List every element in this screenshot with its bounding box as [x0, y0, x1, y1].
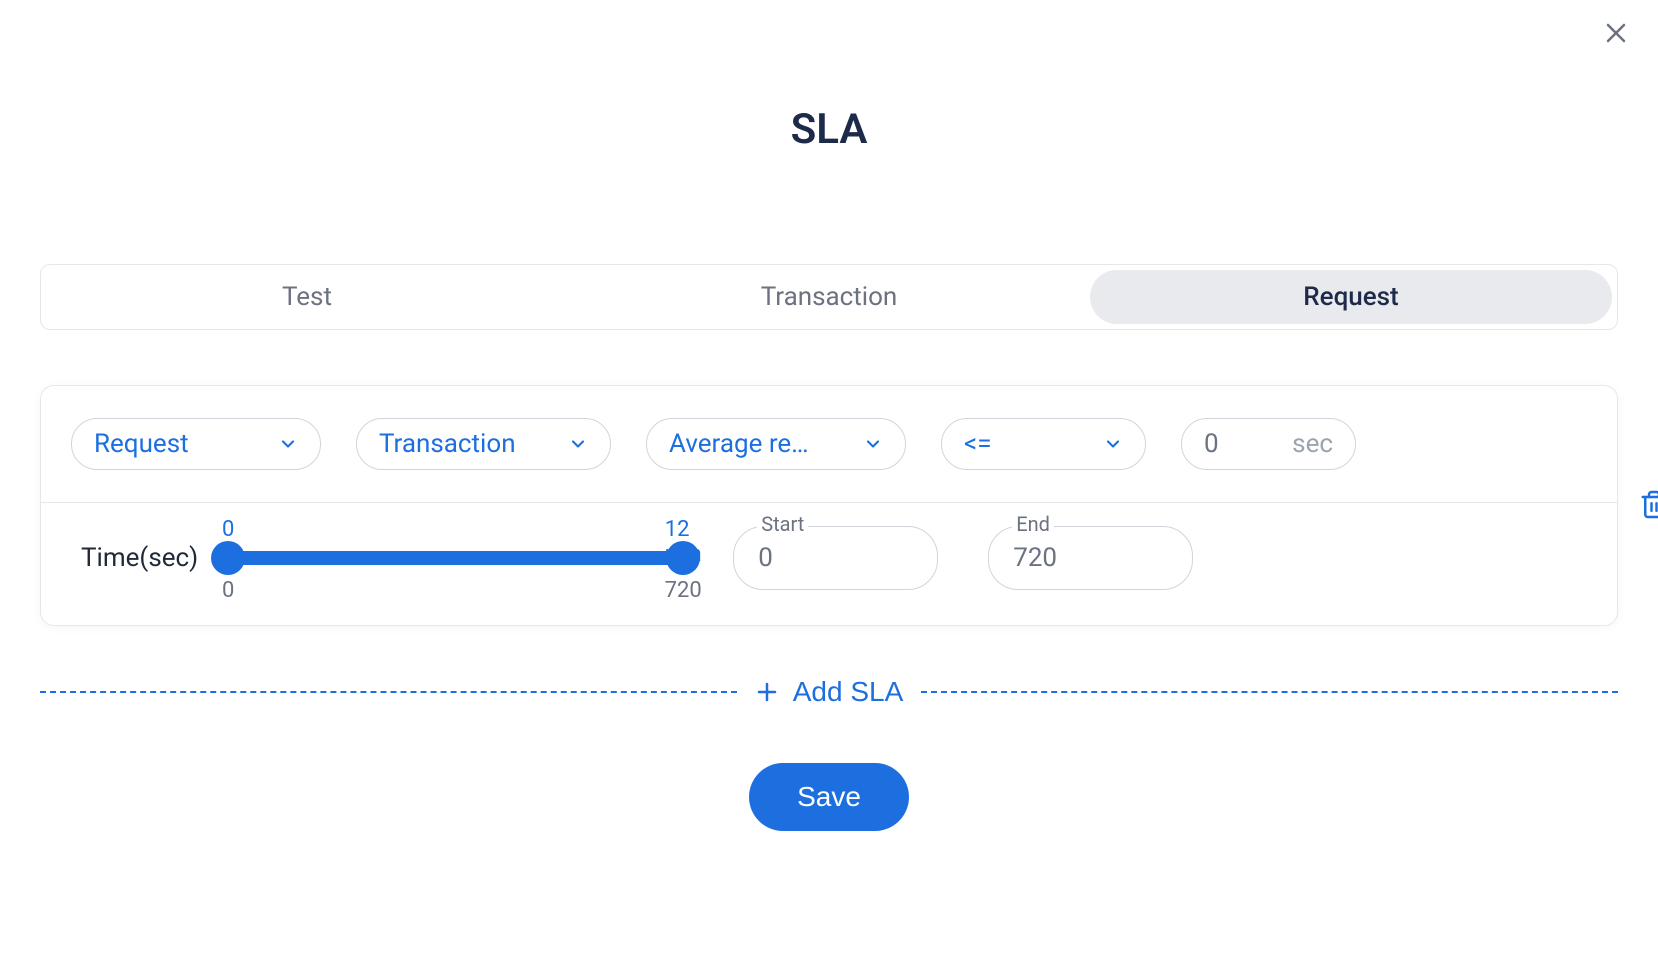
- slider-handle-end[interactable]: [666, 541, 700, 575]
- target-select[interactable]: Transaction: [356, 418, 611, 470]
- start-label: Start: [757, 512, 808, 536]
- operator-value: <=: [964, 429, 992, 459]
- chevron-down-icon: [568, 434, 588, 454]
- metric-select[interactable]: Average re…: [646, 418, 906, 470]
- slider-top-left-label: 0: [222, 517, 234, 542]
- threshold-value: 0: [1204, 429, 1292, 459]
- slider-handle-start[interactable]: [211, 541, 245, 575]
- chevron-down-icon: [278, 434, 298, 454]
- tab-test[interactable]: Test: [46, 270, 568, 324]
- slider-bottom-right-label: 720: [665, 578, 702, 603]
- time-config-row: Time(sec) 0 12 min 0 720 Start 0 End 720: [41, 503, 1617, 625]
- operator-select[interactable]: <=: [941, 418, 1146, 470]
- tab-group: Test Transaction Request: [40, 264, 1618, 330]
- add-sla-label: Add SLA: [793, 676, 904, 708]
- slider-track: [228, 551, 683, 565]
- target-value: Transaction: [379, 429, 516, 459]
- tab-request[interactable]: Request: [1090, 270, 1612, 324]
- close-icon: [1604, 21, 1628, 45]
- trash-icon: [1639, 489, 1658, 519]
- chevron-down-icon: [863, 434, 883, 454]
- add-sla-button[interactable]: Add SLA: [755, 676, 904, 708]
- scope-select[interactable]: Request: [71, 418, 321, 470]
- tab-transaction[interactable]: Transaction: [568, 270, 1090, 324]
- scope-value: Request: [94, 429, 189, 459]
- end-field-group: End 720: [988, 526, 1193, 590]
- time-slider[interactable]: 0 12 min 0 720: [228, 521, 683, 595]
- add-sla-row: Add SLA: [40, 676, 1618, 708]
- plus-icon: [755, 680, 779, 704]
- close-button[interactable]: [1604, 20, 1628, 52]
- save-button[interactable]: Save: [749, 763, 909, 831]
- threshold-unit: sec: [1292, 429, 1333, 459]
- chevron-down-icon: [1103, 434, 1123, 454]
- threshold-input[interactable]: 0 sec: [1181, 418, 1356, 470]
- time-label: Time(sec): [81, 543, 198, 573]
- page-title: SLA: [20, 105, 1638, 154]
- rule-config-row: Request Transaction Average re… <= 0 s: [41, 386, 1617, 502]
- dashed-line-right: [921, 691, 1618, 693]
- dashed-line-left: [40, 691, 737, 693]
- delete-rule-button[interactable]: [1639, 489, 1658, 522]
- slider-bottom-left-label: 0: [222, 578, 234, 603]
- sla-rule-card: Request Transaction Average re… <= 0 s: [40, 385, 1618, 626]
- metric-value: Average re…: [669, 429, 809, 459]
- start-field-group: Start 0: [733, 526, 938, 590]
- end-label: End: [1012, 512, 1054, 536]
